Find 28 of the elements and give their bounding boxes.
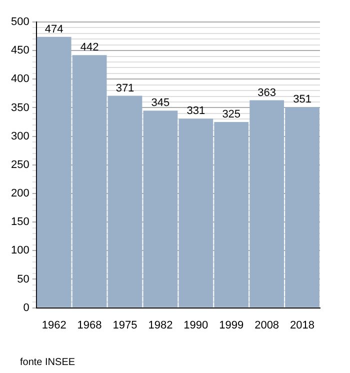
- y-tick-label: 450: [10, 44, 30, 57]
- data-label: 351: [293, 94, 312, 106]
- x-tick-label: 1975: [112, 319, 138, 332]
- y-tick-label: 200: [10, 188, 30, 200]
- y-tick-label: 250: [10, 158, 30, 171]
- x-tick-label: 1990: [184, 319, 208, 332]
- y-tick-label: 150: [10, 216, 30, 228]
- x-tick-label: 1968: [77, 319, 102, 332]
- data-label: 331: [186, 105, 206, 118]
- data-label: 363: [258, 86, 276, 99]
- data-label: 325: [222, 108, 241, 121]
- x-tick-label: 1982: [148, 319, 173, 332]
- data-label: 442: [80, 42, 99, 54]
- data-label: 371: [116, 82, 134, 94]
- data-label: 345: [151, 97, 170, 110]
- x-tick-label: 1962: [42, 319, 66, 332]
- x-tick-label: 2018: [290, 319, 315, 332]
- x-tick-label: 1999: [219, 319, 244, 332]
- source-note: fonte INSEE: [20, 357, 76, 368]
- y-tick-label: 300: [10, 130, 30, 142]
- y-tick-label: 400: [10, 73, 30, 86]
- y-tick-label: 350: [10, 102, 30, 114]
- x-tick-label: 2008: [254, 319, 280, 332]
- y-tick-label: 0: [23, 302, 30, 314]
- y-tick-label: 50: [17, 273, 30, 286]
- data-label: 474: [44, 23, 64, 36]
- y-tick-label: 100: [10, 244, 30, 257]
- y-tick-label: 500: [10, 16, 30, 28]
